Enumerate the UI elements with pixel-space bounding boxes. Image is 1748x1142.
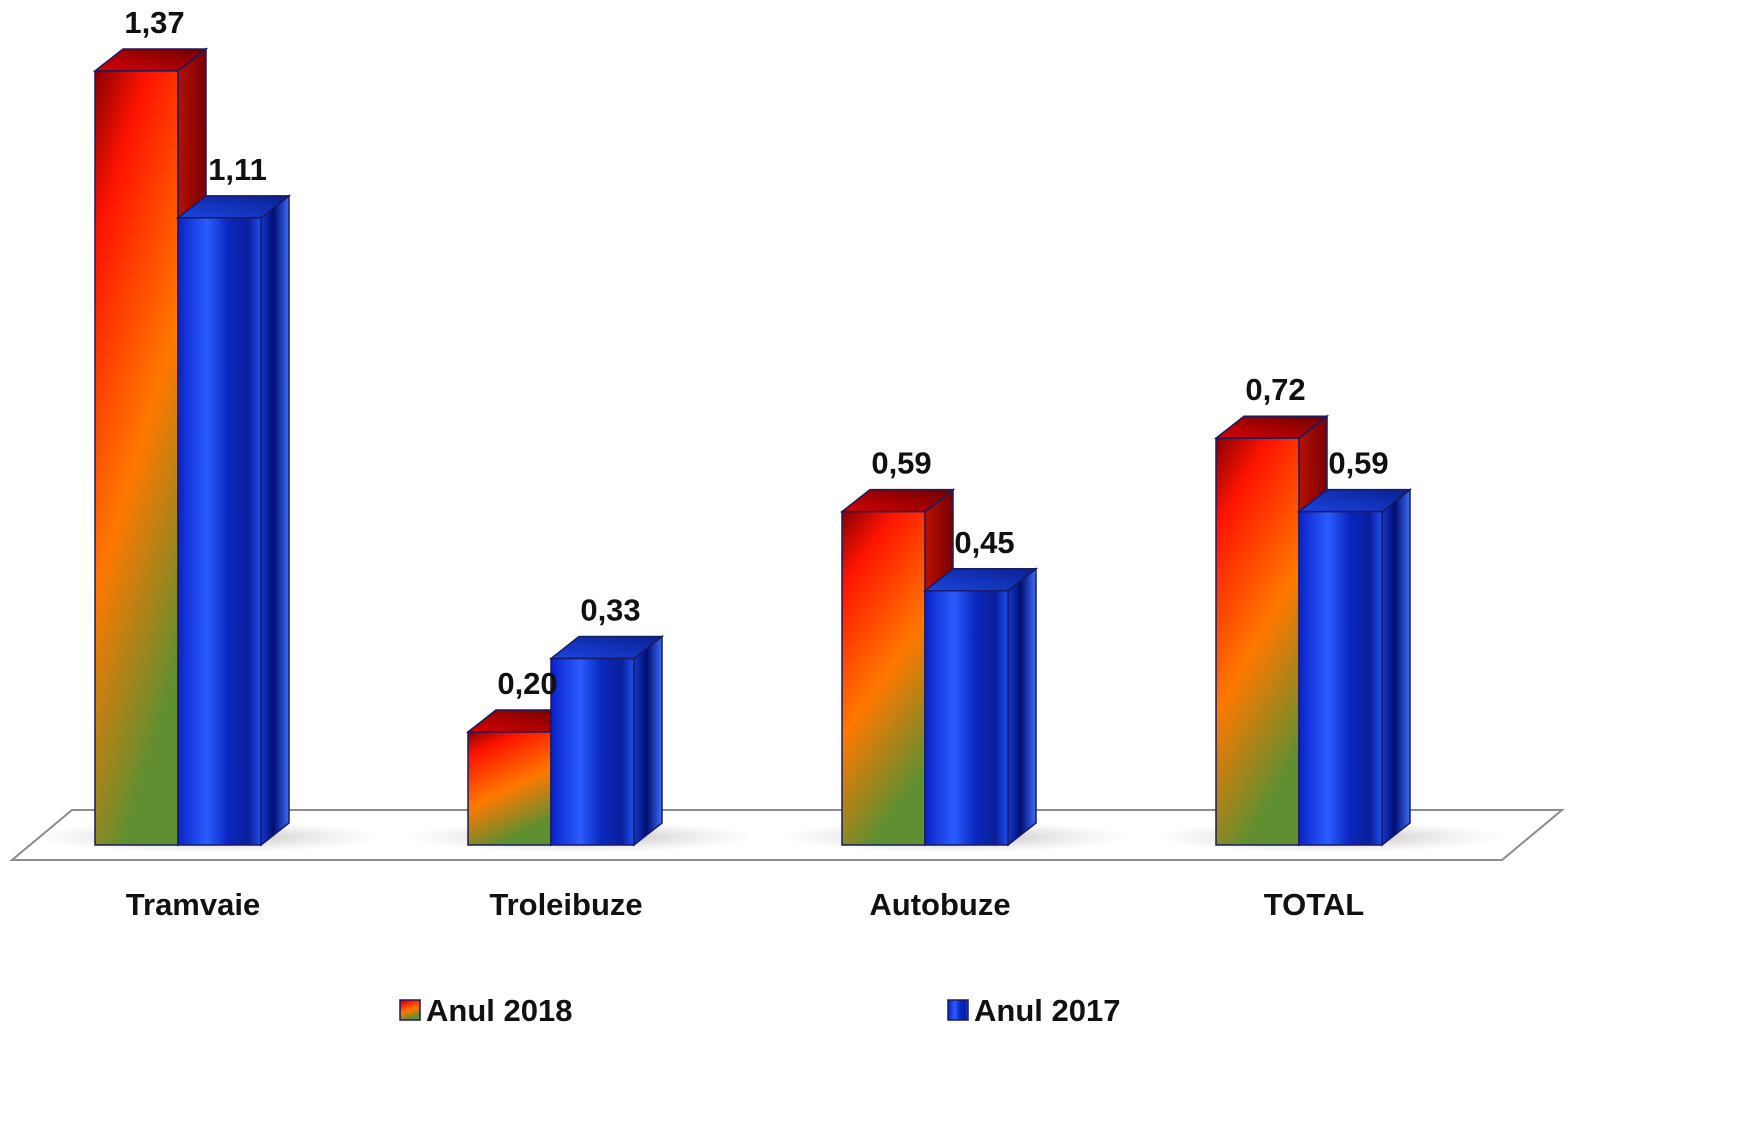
bar-autobuze-anul-2017	[922, 567, 1039, 847]
value-label-autobuze-anul-2018: 0,59	[871, 446, 931, 481]
legend-label-2017: Anul 2017	[974, 993, 1120, 1028]
value-label-tramvaie-anul-2017: 1,11	[208, 152, 267, 187]
category-label-troleibuze: Troleibuze	[489, 887, 642, 922]
bar-total-anul-2017	[1296, 488, 1413, 847]
bar-total-anul-2017-front	[1298, 510, 1383, 846]
value-label-tramvaie-anul-2018: 1,37	[124, 5, 184, 40]
bar-tramvaie-anul-2018-front	[94, 70, 179, 846]
bar-autobuze-anul-2018-front	[841, 510, 926, 846]
legend-swatch-2018	[399, 999, 421, 1021]
value-label-troleibuze-anul-2017: 0,33	[580, 593, 640, 628]
bar-autobuze-anul-2017-front	[924, 590, 1009, 846]
legend-swatch-2017	[947, 999, 969, 1021]
value-label-autobuze-anul-2017: 0,45	[954, 525, 1014, 560]
bar-total-anul-2017-side	[1381, 488, 1411, 847]
bar-troleibuze-anul-2018-front	[467, 731, 552, 846]
category-label-total: TOTAL	[1264, 887, 1364, 922]
bar-tramvaie-anul-2017	[175, 194, 292, 847]
bar-tramvaie-anul-2017-side	[260, 194, 290, 847]
legend: Anul 2018 Anul 2017	[399, 993, 1120, 1028]
bar-troleibuze-anul-2017-side	[633, 635, 663, 847]
value-label-troleibuze-anul-2018: 0,20	[497, 666, 557, 701]
bar-troleibuze-anul-2017-front	[550, 657, 635, 846]
bar-autobuze-anul-2017-side	[1007, 567, 1037, 847]
value-label-total-anul-2018: 0,72	[1245, 372, 1305, 407]
category-label-autobuze: Autobuze	[869, 887, 1010, 922]
bar-troleibuze-anul-2017	[548, 635, 665, 847]
value-label-total-anul-2017: 0,59	[1328, 446, 1388, 481]
bar-tramvaie-anul-2017-front	[177, 217, 262, 846]
category-label-tramvaie: Tramvaie	[126, 887, 260, 922]
legend-label-2018: Anul 2018	[426, 993, 572, 1028]
bar-total-anul-2018-front	[1215, 437, 1300, 846]
